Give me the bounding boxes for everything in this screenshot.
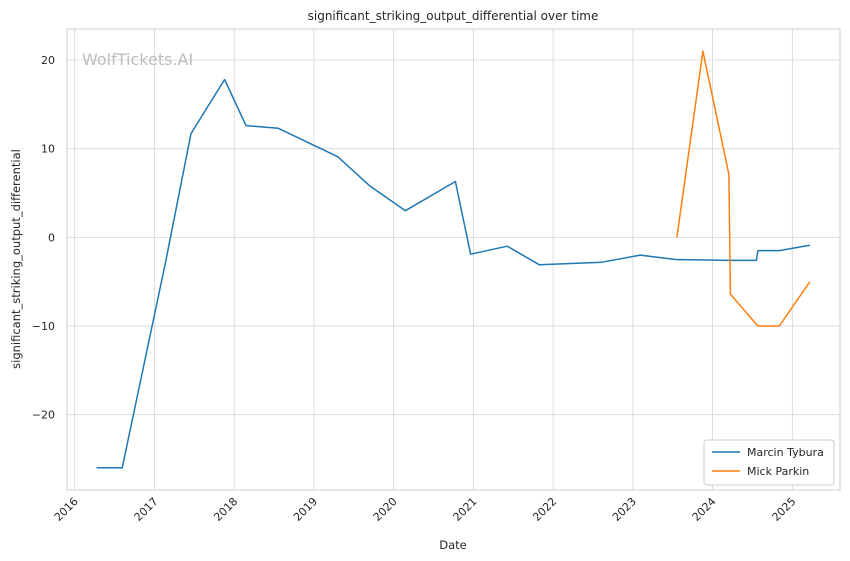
legend-label-mick-parkin: Mick Parkin (747, 465, 809, 478)
y-tick-label--20: −20 (32, 409, 55, 422)
series-line-mick-parkin (676, 50, 811, 327)
grid (67, 29, 840, 490)
chart-title: significant_striking_output_differential… (308, 9, 599, 23)
legend-label-marcin-tybura: Marcin Tybura (747, 446, 824, 459)
y-tick-label-10: 10 (41, 143, 55, 156)
series-layer (96, 50, 811, 469)
y-tick-labels: 20 10 0 −10 −20 (32, 54, 55, 422)
watermark: WolfTickets.AI (82, 50, 193, 69)
y-tick-label-0: 0 (48, 231, 55, 244)
y-axis-label: significant_striking_output_differential (9, 149, 23, 369)
series-line-marcin-tybura (96, 78, 811, 469)
plot-frame (66, 28, 841, 491)
y-tick-label-20: 20 (41, 54, 55, 67)
legend: Marcin Tybura Mick Parkin (703, 439, 835, 486)
plot-background (67, 29, 840, 490)
x-axis-label: Date (439, 538, 467, 552)
y-tick-label--10: −10 (32, 320, 55, 333)
